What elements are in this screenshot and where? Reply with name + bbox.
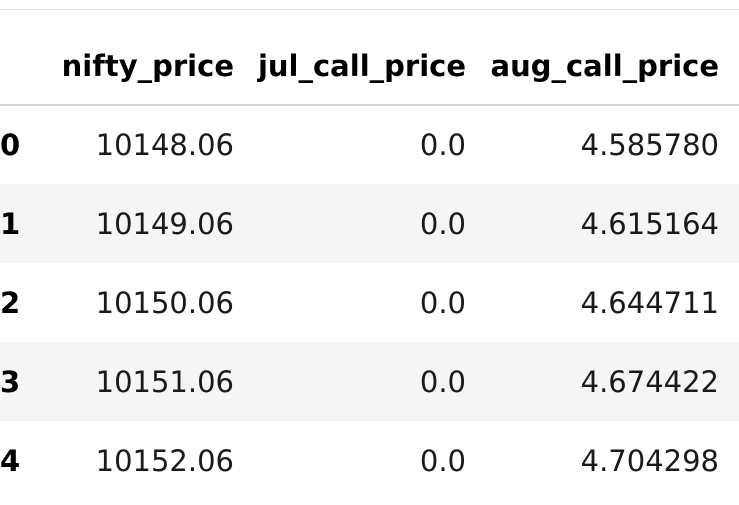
cell-aug-call-price: 4.674422 (580, 364, 719, 399)
cell-nifty-price: 10148.06 (95, 128, 234, 162)
cell-jul-call-price: 0.0 (419, 128, 466, 162)
cell-aug-call-price: 4.585780 (580, 128, 719, 162)
column-header-aug-call-price: aug_call_price (466, 28, 739, 106)
table-body: 0 10148.06 0.0 4.585780 1 10149.06 0.0 4… (0, 105, 739, 500)
cell-jul-call-price: 0.0 (419, 285, 466, 320)
table-row: 0 10148.06 0.0 4.585780 (0, 105, 739, 184)
cell-jul-call-price: 0.0 (419, 443, 466, 478)
index-header (0, 28, 60, 106)
cell-jul-call-price: 0.0 (419, 206, 466, 241)
row-index: 1 (0, 206, 21, 241)
cell-nifty-price: 10152.06 (95, 443, 234, 478)
cell-nifty-price: 10149.06 (95, 206, 234, 241)
cell-aug-call-price: 4.704298 (580, 443, 719, 478)
cell-aug-call-price: 4.644711 (580, 285, 719, 320)
table-row: 3 10151.06 0.0 4.674422 (0, 342, 739, 421)
cell-nifty-price: 10150.06 (95, 285, 234, 320)
table-row: 4 10152.06 0.0 4.704298 (0, 421, 739, 500)
row-index: 2 (0, 285, 21, 320)
cell-aug-call-price: 4.615164 (580, 206, 719, 241)
dataframe-table: nifty_price jul_call_price aug_call_pric… (0, 28, 739, 500)
cell-nifty-price: 10151.06 (95, 364, 234, 399)
column-header-jul-call-price: jul_call_price (234, 28, 466, 106)
table-row: 1 10149.06 0.0 4.615164 (0, 184, 739, 263)
header-row: nifty_price jul_call_price aug_call_pric… (0, 28, 739, 106)
cell-jul-call-price: 0.0 (419, 364, 466, 399)
row-index: 4 (0, 443, 21, 478)
row-index: 3 (0, 364, 21, 399)
table-header: nifty_price jul_call_price aug_call_pric… (0, 28, 739, 106)
column-header-nifty-price: nifty_price (60, 28, 234, 106)
row-index: 0 (0, 128, 21, 162)
table-row: 2 10150.06 0.0 4.644711 (0, 263, 739, 342)
output-cell-top-border (0, 0, 739, 10)
